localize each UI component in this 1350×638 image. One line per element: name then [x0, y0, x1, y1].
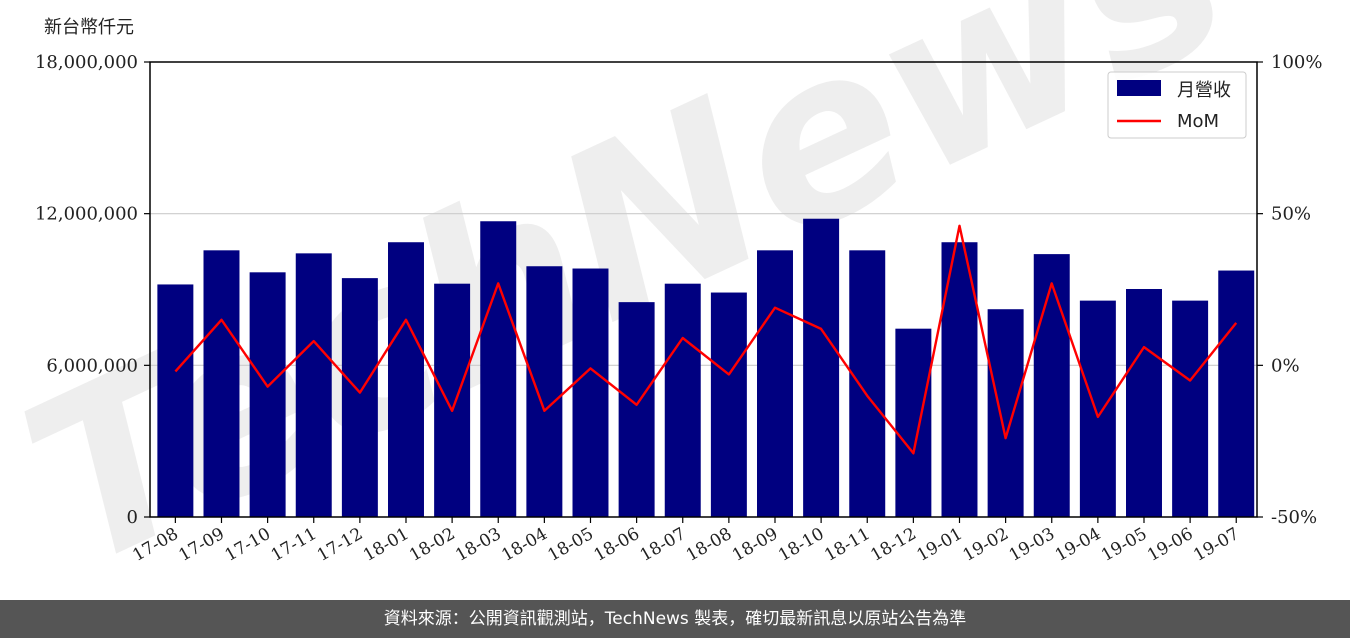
y-left-tick-label: 0 — [127, 507, 138, 528]
bar-19-03 — [1033, 254, 1070, 517]
x-tick-label: 18-06 — [591, 524, 643, 566]
bar-17-10 — [249, 272, 286, 517]
x-tick-label: 18-02 — [406, 524, 458, 566]
bar-19-07 — [1218, 270, 1255, 517]
x-tick-label: 17-12 — [314, 524, 366, 566]
bar-series — [157, 218, 1255, 517]
chart: TechNews 06,000,00012,000,00018,000,000-… — [0, 0, 1322, 600]
x-tick-label: 19-03 — [1006, 524, 1058, 566]
bar-18-02 — [434, 283, 471, 517]
bar-18-08 — [710, 292, 747, 517]
x-tick-label: 18-01 — [360, 524, 412, 566]
bar-17-08 — [157, 284, 194, 517]
bar-18-04 — [526, 266, 563, 517]
bar-17-11 — [295, 253, 332, 517]
y-left-tick-label: 12,000,000 — [35, 204, 138, 225]
bar-18-01 — [388, 242, 424, 517]
y-left-tick-label: 18,000,000 — [35, 52, 138, 73]
plot-frame — [149, 61, 1258, 518]
y-left-tick-label: 6,000,000 — [46, 355, 138, 376]
bar-18-07 — [664, 283, 701, 517]
x-tick-label: 19-07 — [1190, 524, 1242, 566]
legend-label-revenue: 月營收 — [1177, 80, 1231, 101]
x-tick-label: 18-04 — [498, 524, 550, 566]
x-tick-label: 18-05 — [545, 524, 597, 566]
x-tick-label: 19-02 — [960, 524, 1012, 566]
x-tick-label: 18-07 — [637, 524, 689, 566]
bar-18-12 — [895, 328, 932, 517]
x-tick-label: 18-11 — [821, 524, 873, 566]
bar-18-03 — [480, 221, 517, 517]
x-tick-label: 18-10 — [775, 524, 827, 566]
mom-line — [174, 224, 1238, 455]
y-right-tick-label: 0% — [1271, 355, 1300, 376]
bar-17-09 — [203, 250, 240, 517]
bar-19-06 — [1172, 300, 1209, 517]
x-tick-label: 19-06 — [1144, 524, 1196, 566]
x-tick-label: 18-09 — [729, 524, 781, 566]
bar-19-05 — [1126, 288, 1162, 517]
bar-19-02 — [987, 309, 1024, 517]
x-tick-label: 19-01 — [914, 524, 966, 566]
x-tick-label: 18-03 — [452, 524, 504, 566]
bar-18-10 — [803, 218, 840, 517]
bar-18-05 — [572, 268, 609, 517]
legend: 月營收 MoM — [1107, 71, 1247, 139]
bar-18-11 — [849, 250, 886, 517]
x-tick-label: 19-05 — [1098, 524, 1150, 566]
x-tick-label: 19-04 — [1052, 524, 1104, 566]
y-axis-unit-label: 新台幣仟元 — [44, 17, 134, 38]
bar-19-04 — [1079, 300, 1116, 517]
y-right-tick-label: 100% — [1271, 52, 1322, 73]
bar-18-06 — [618, 302, 655, 517]
y-right-tick-label: 50% — [1271, 204, 1311, 225]
y-right-tick-label: -50% — [1271, 507, 1317, 528]
footer-source-note: 資料來源：公開資訊觀測站，TechNews 製表，確切最新訊息以原站公告為準 — [0, 600, 1350, 638]
bar-17-12 — [341, 278, 378, 517]
bar-18-09 — [757, 250, 793, 517]
mom-line-series — [174, 224, 1238, 455]
x-tick-label: 18-08 — [683, 524, 735, 566]
x-tick-label: 18-12 — [867, 524, 919, 566]
legend-label-mom: MoM — [1177, 111, 1219, 132]
legend-swatch-bar — [1117, 80, 1161, 96]
